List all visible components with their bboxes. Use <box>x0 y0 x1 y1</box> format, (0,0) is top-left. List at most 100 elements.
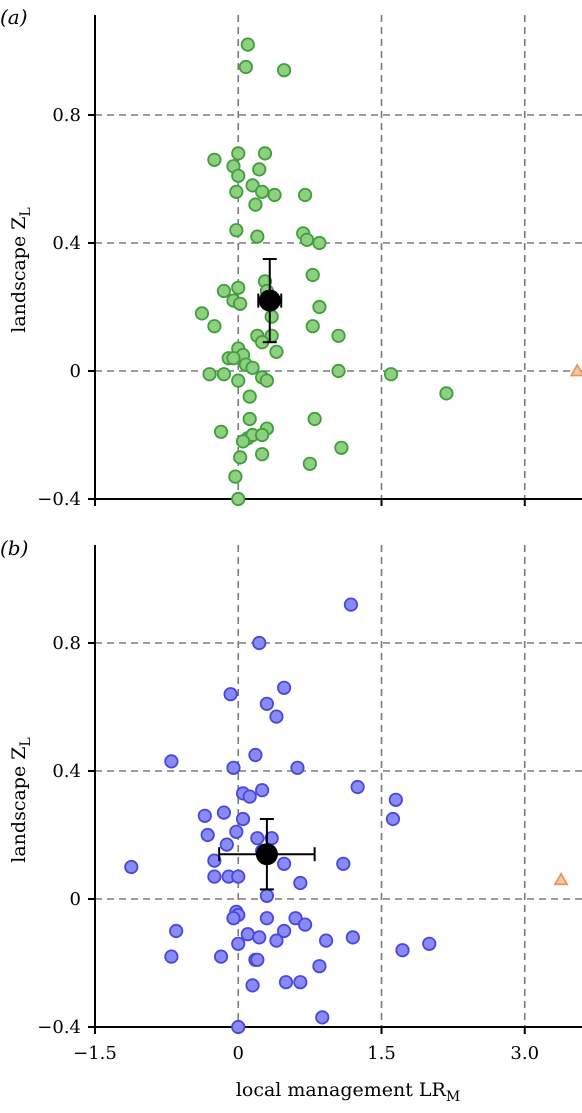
data-point <box>231 1019 246 1035</box>
data-point <box>278 975 294 990</box>
y-tick-label: −0.4 <box>37 489 81 510</box>
data-point <box>259 911 274 926</box>
data-point <box>200 827 215 843</box>
data-point <box>229 824 244 839</box>
mean-point <box>258 289 281 312</box>
data-point <box>248 197 263 212</box>
data-point <box>343 597 359 612</box>
data-point <box>231 373 246 388</box>
data-point <box>207 853 222 868</box>
data-point <box>245 178 260 193</box>
outlier-point <box>553 871 569 886</box>
data-point <box>240 927 255 942</box>
y-tick-label: 0.8 <box>52 633 81 654</box>
data-point <box>307 411 322 427</box>
y-tick-label: −0.4 <box>37 1017 81 1038</box>
data-point <box>219 837 234 852</box>
data-point <box>255 427 270 443</box>
panel-a-marks <box>194 37 582 507</box>
data-point <box>345 930 360 945</box>
data-point <box>229 184 244 199</box>
mean-point <box>255 843 278 866</box>
data-point <box>264 309 279 324</box>
data-point <box>242 789 257 804</box>
data-point <box>259 373 274 388</box>
data-point <box>297 187 313 203</box>
data-point <box>350 779 365 795</box>
data-point <box>226 911 241 926</box>
x-tick-label: 3.0 <box>510 1043 539 1064</box>
data-point <box>216 805 232 820</box>
data-point <box>250 831 265 846</box>
data-point <box>207 869 222 884</box>
data-point <box>169 923 184 939</box>
data-point <box>231 491 246 507</box>
data-point <box>299 232 315 247</box>
y-tick-label: 0 <box>70 889 81 910</box>
data-point <box>259 888 274 903</box>
data-point <box>276 856 292 871</box>
data-point <box>276 63 292 78</box>
data-point <box>312 299 327 315</box>
data-point <box>269 709 284 724</box>
panel-b-axes: −0.4 0 0.4 0.8 −1.5 0 1.5 3.0 <box>37 545 582 1064</box>
panel-a-axes: −0.4 0 0.4 0.8 <box>37 15 582 510</box>
data-point <box>305 319 320 334</box>
panel-a-grid <box>95 15 582 499</box>
panel-a: (a) −0.4 0 0.4 0.8 landscape ZL <box>0 5 582 510</box>
x-tick-label: 0 <box>233 1043 244 1064</box>
data-point <box>276 680 292 695</box>
y-tick-label: 0.4 <box>52 233 81 254</box>
data-point <box>252 930 267 945</box>
panel-b-marks <box>124 597 569 1035</box>
data-point <box>276 923 292 939</box>
outlier-point <box>569 363 582 377</box>
data-point <box>240 37 255 52</box>
data-point <box>197 808 212 823</box>
data-point <box>269 344 284 359</box>
data-point <box>255 184 270 199</box>
data-point <box>223 687 238 702</box>
data-point <box>312 959 327 974</box>
data-point <box>226 351 241 366</box>
data-point <box>388 792 403 807</box>
data-point <box>231 869 246 884</box>
data-point <box>231 168 246 183</box>
data-point <box>252 635 267 651</box>
panel-b-y-axis-label: landscape ZL <box>8 737 34 862</box>
data-point <box>315 1010 330 1025</box>
data-point <box>242 389 257 404</box>
data-point <box>213 424 229 439</box>
x-tick-label: 1.5 <box>367 1043 396 1064</box>
panel-b-label: (b) <box>0 536 28 560</box>
data-point <box>242 411 257 427</box>
data-point <box>267 187 282 203</box>
data-point <box>302 456 317 471</box>
panel-a-y-axis-label: landscape ZL <box>8 207 34 332</box>
data-point <box>164 949 179 964</box>
data-point <box>252 162 267 177</box>
data-point <box>336 856 351 871</box>
data-point <box>288 911 303 926</box>
data-point <box>233 450 248 465</box>
x-tick-label: −1.5 <box>73 1043 117 1064</box>
data-point <box>290 760 305 775</box>
data-point <box>229 223 244 238</box>
data-point <box>250 229 265 244</box>
data-point <box>245 360 260 375</box>
data-point <box>312 235 327 251</box>
y-tick-label: 0.4 <box>52 761 81 782</box>
panel-b: (b) −0.400.40.8−1.5 0 1.5 3.0 landscape ZL … <box>0 536 582 1105</box>
data-point <box>207 152 222 167</box>
data-point <box>164 754 179 769</box>
data-point <box>250 952 265 967</box>
data-point <box>231 146 246 161</box>
data-point <box>228 469 243 484</box>
data-point <box>331 363 346 379</box>
data-point <box>257 146 273 161</box>
y-tick-label: 0 <box>70 361 81 382</box>
data-point <box>293 975 308 990</box>
data-point <box>238 59 253 75</box>
data-point <box>235 434 251 449</box>
